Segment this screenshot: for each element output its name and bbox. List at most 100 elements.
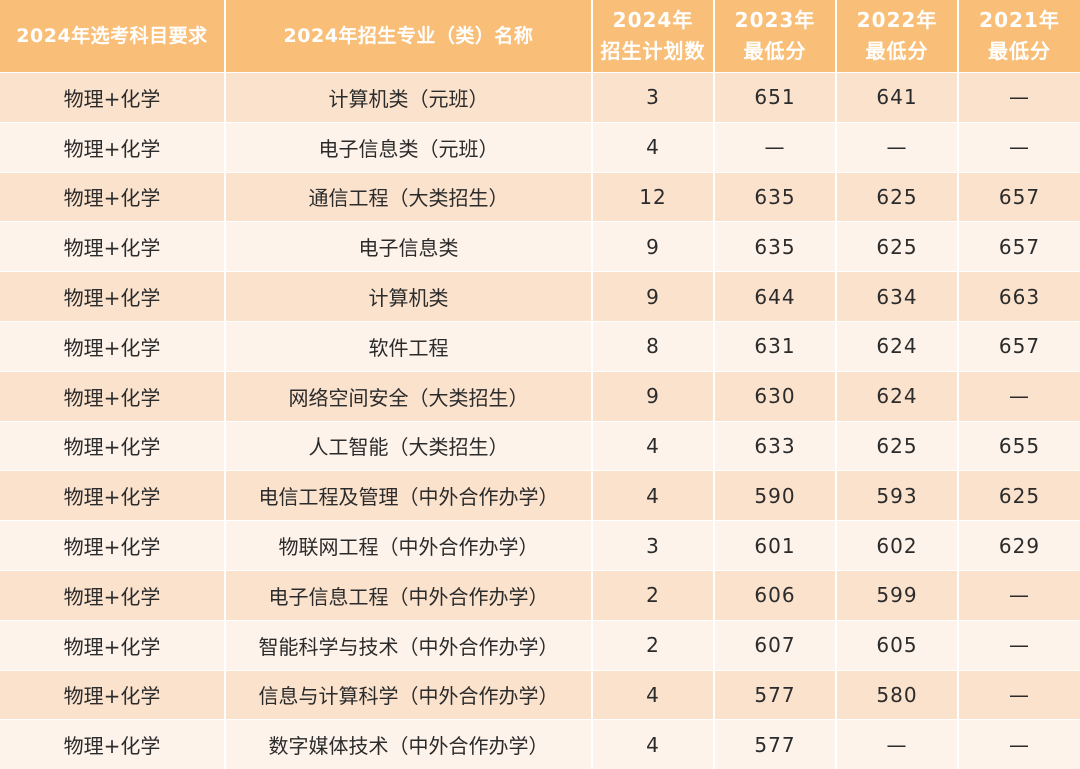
header-major-name: 2024年招生专业（类）名称 bbox=[225, 0, 592, 73]
score-2022-cell: 625 bbox=[836, 222, 958, 272]
header-plan-count: 2024年 招生计划数 bbox=[592, 0, 714, 73]
major-cell: 电子信息类 bbox=[225, 222, 592, 272]
score-2023-cell: 607 bbox=[714, 620, 836, 670]
major-cell: 电子信息类（元班） bbox=[225, 122, 592, 172]
header-min-score-2021: 2021年 最低分 bbox=[958, 0, 1080, 73]
header-subject-requirement: 2024年选考科目要求 bbox=[0, 0, 225, 73]
major-cell: 计算机类 bbox=[225, 272, 592, 322]
score-2021-cell: — bbox=[958, 371, 1080, 421]
major-cell: 电子信息工程（中外合作办学） bbox=[225, 570, 592, 620]
score-2022-cell: 625 bbox=[836, 421, 958, 471]
score-2022-cell: 641 bbox=[836, 73, 958, 123]
subject-cell: 物理+化学 bbox=[0, 570, 225, 620]
score-2021-cell: — bbox=[958, 670, 1080, 720]
score-2023-cell: 633 bbox=[714, 421, 836, 471]
major-cell: 网络空间安全（大类招生） bbox=[225, 371, 592, 421]
score-2021-cell: 655 bbox=[958, 421, 1080, 471]
subject-cell: 物理+化学 bbox=[0, 73, 225, 123]
plan-count-cell: 9 bbox=[592, 371, 714, 421]
score-2021-cell: 625 bbox=[958, 471, 1080, 521]
score-2021-cell: — bbox=[958, 620, 1080, 670]
plan-count-cell: 8 bbox=[592, 321, 714, 371]
score-2023-cell: 635 bbox=[714, 222, 836, 272]
subject-cell: 物理+化学 bbox=[0, 222, 225, 272]
score-2021-cell: — bbox=[958, 122, 1080, 172]
header-row: 2024年选考科目要求 2024年招生专业（类）名称 2024年 招生计划数 2… bbox=[0, 0, 1080, 73]
score-2021-cell: 657 bbox=[958, 321, 1080, 371]
subject-cell: 物理+化学 bbox=[0, 670, 225, 720]
score-2022-cell: 624 bbox=[836, 321, 958, 371]
score-2022-cell: — bbox=[836, 122, 958, 172]
score-2022-cell: 580 bbox=[836, 670, 958, 720]
score-2023-cell: 635 bbox=[714, 172, 836, 222]
subject-cell: 物理+化学 bbox=[0, 620, 225, 670]
score-2023-cell: 631 bbox=[714, 321, 836, 371]
plan-count-cell: 4 bbox=[592, 670, 714, 720]
subject-cell: 物理+化学 bbox=[0, 521, 225, 571]
plan-count-cell: 9 bbox=[592, 272, 714, 322]
score-2023-cell: 577 bbox=[714, 720, 836, 769]
score-2021-cell: — bbox=[958, 720, 1080, 769]
major-cell: 软件工程 bbox=[225, 321, 592, 371]
plan-count-cell: 4 bbox=[592, 471, 714, 521]
plan-count-cell: 4 bbox=[592, 122, 714, 172]
plan-count-cell: 3 bbox=[592, 73, 714, 123]
subject-cell: 物理+化学 bbox=[0, 421, 225, 471]
plan-count-cell: 9 bbox=[592, 222, 714, 272]
major-cell: 通信工程（大类招生） bbox=[225, 172, 592, 222]
header-min-score-2022: 2022年 最低分 bbox=[836, 0, 958, 73]
major-cell: 物联网工程（中外合作办学） bbox=[225, 521, 592, 571]
subject-cell: 物理+化学 bbox=[0, 371, 225, 421]
major-cell: 智能科学与技术（中外合作办学） bbox=[225, 620, 592, 670]
score-2022-cell: 624 bbox=[836, 371, 958, 421]
header-min-score-2023: 2023年 最低分 bbox=[714, 0, 836, 73]
score-2022-cell: 602 bbox=[836, 521, 958, 571]
score-2021-cell: 629 bbox=[958, 521, 1080, 571]
score-2023-cell: 651 bbox=[714, 73, 836, 123]
subject-cell: 物理+化学 bbox=[0, 720, 225, 769]
score-2021-cell: — bbox=[958, 73, 1080, 123]
score-2022-cell: 593 bbox=[836, 471, 958, 521]
major-cell: 计算机类（元班） bbox=[225, 73, 592, 123]
score-2022-cell: — bbox=[836, 720, 958, 769]
subject-cell: 物理+化学 bbox=[0, 172, 225, 222]
plan-count-cell: 4 bbox=[592, 720, 714, 769]
score-2021-cell: 657 bbox=[958, 222, 1080, 272]
major-cell: 信息与计算科学（中外合作办学） bbox=[225, 670, 592, 720]
score-2022-cell: 599 bbox=[836, 570, 958, 620]
major-cell: 人工智能（大类招生） bbox=[225, 421, 592, 471]
subject-cell: 物理+化学 bbox=[0, 471, 225, 521]
score-2022-cell: 634 bbox=[836, 272, 958, 322]
subject-cell: 物理+化学 bbox=[0, 122, 225, 172]
plan-count-cell: 2 bbox=[592, 620, 714, 670]
subject-cell: 物理+化学 bbox=[0, 272, 225, 322]
score-2021-cell: — bbox=[958, 570, 1080, 620]
score-2022-cell: 625 bbox=[836, 172, 958, 222]
score-2023-cell: 630 bbox=[714, 371, 836, 421]
major-cell: 数字媒体技术（中外合作办学） bbox=[225, 720, 592, 769]
major-cell: 电信工程及管理（中外合作办学） bbox=[225, 471, 592, 521]
score-2021-cell: 663 bbox=[958, 272, 1080, 322]
score-2022-cell: 605 bbox=[836, 620, 958, 670]
score-2023-cell: 601 bbox=[714, 521, 836, 571]
plan-count-cell: 2 bbox=[592, 570, 714, 620]
plan-count-cell: 4 bbox=[592, 421, 714, 471]
score-2023-cell: 577 bbox=[714, 670, 836, 720]
subject-cell: 物理+化学 bbox=[0, 321, 225, 371]
plan-count-cell: 12 bbox=[592, 172, 714, 222]
table-row: 物理+化学电子信息类（元班）4——— bbox=[0, 122, 1080, 172]
